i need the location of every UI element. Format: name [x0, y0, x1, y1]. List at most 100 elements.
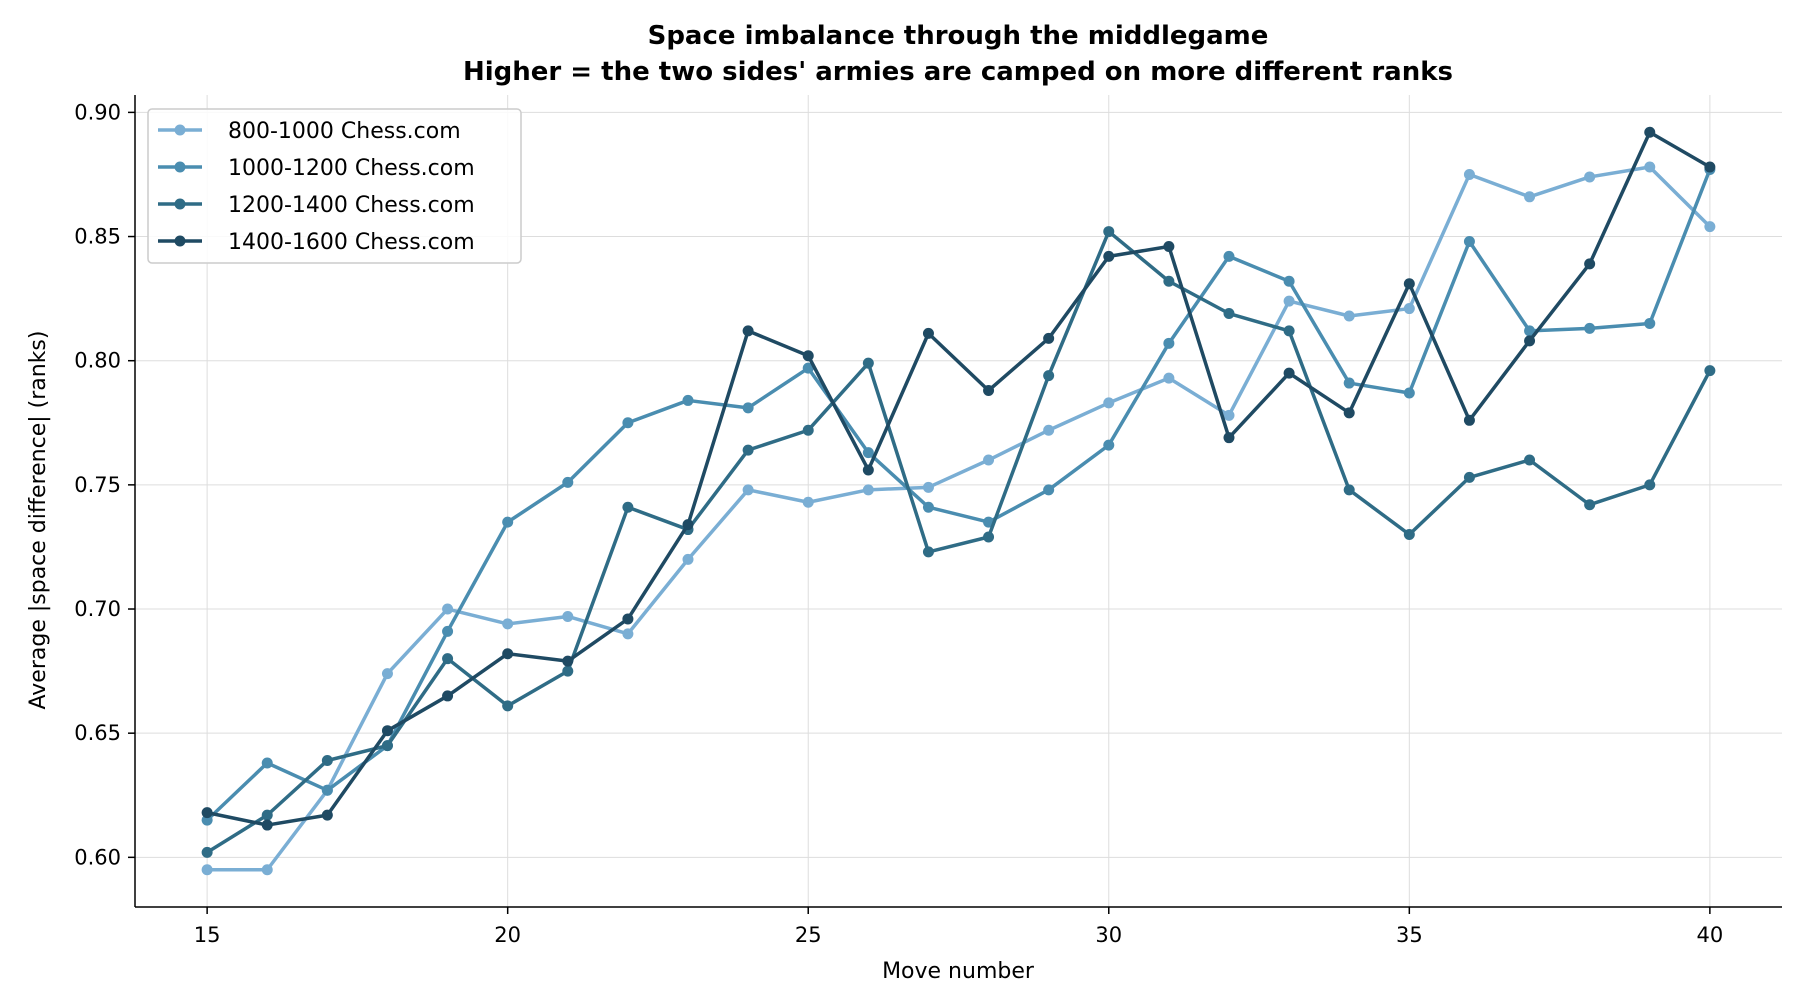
data-point [1704, 365, 1716, 377]
data-point [802, 496, 814, 508]
data-point [502, 648, 514, 660]
data-point [1524, 191, 1536, 203]
data-point [442, 653, 454, 665]
x-tick-label: 20 [494, 923, 521, 947]
data-point [381, 668, 393, 680]
legend-label: 800-1000 Chess.com [228, 119, 461, 144]
series-group [201, 126, 1716, 876]
y-tick-label: 0.90 [74, 100, 121, 124]
data-point [682, 519, 694, 531]
data-point [802, 362, 814, 374]
y-tick-label: 0.80 [74, 349, 121, 373]
legend-item: 1200-1400 Chess.com [158, 193, 475, 218]
data-point [1283, 275, 1295, 287]
data-point [1403, 529, 1415, 541]
data-point [983, 531, 995, 543]
data-point [1524, 454, 1536, 466]
series-3 [201, 226, 1716, 858]
data-point [622, 613, 634, 625]
data-point [1343, 484, 1355, 496]
data-point [682, 553, 694, 565]
data-point [201, 846, 213, 858]
y-tick-label: 0.60 [74, 845, 121, 869]
data-point [1463, 168, 1475, 180]
data-point [1584, 171, 1596, 183]
data-point [1524, 335, 1536, 347]
data-point [922, 327, 934, 339]
series-4 [201, 126, 1716, 831]
data-point [261, 809, 273, 821]
legend-label: 1400-1600 Chess.com [228, 230, 475, 255]
data-point [442, 625, 454, 637]
data-point [1403, 387, 1415, 399]
x-tick-label: 15 [194, 923, 221, 947]
series-line [205, 167, 1712, 822]
data-point [622, 628, 634, 640]
data-point [1283, 295, 1295, 307]
data-point [1163, 240, 1175, 252]
legend-box [147, 108, 522, 264]
data-point [261, 757, 273, 769]
data-point [321, 784, 333, 796]
data-point [201, 807, 213, 819]
x-axis-ticks: 15 20 25 30 35 40 [194, 907, 1723, 947]
y-axis-ticks: 0.60 0.65 0.70 0.75 0.80 0.85 0.90 [74, 100, 135, 869]
data-point [1043, 370, 1055, 382]
data-point [1163, 372, 1175, 384]
data-point [1584, 258, 1596, 270]
data-point [1343, 407, 1355, 419]
data-point [442, 603, 454, 615]
data-point [562, 610, 574, 622]
legend-swatch-marker [174, 161, 186, 173]
x-tick-label: 40 [1697, 923, 1724, 947]
series-line [205, 165, 1712, 872]
data-point [1103, 250, 1115, 262]
data-point [381, 725, 393, 737]
data-point [1463, 414, 1475, 426]
data-point [1584, 499, 1596, 511]
y-tick-label: 0.70 [74, 597, 121, 621]
data-point [321, 754, 333, 766]
data-point [321, 809, 333, 821]
data-point [922, 546, 934, 558]
data-point [502, 618, 514, 630]
y-tick-label: 0.65 [74, 721, 121, 745]
data-point [1644, 479, 1656, 491]
x-axis-label: Move number [882, 959, 1035, 984]
x-tick-label: 25 [795, 923, 822, 947]
legend-swatch-marker [174, 235, 186, 247]
data-point [983, 454, 995, 466]
data-point [802, 350, 814, 362]
data-point [1524, 325, 1536, 337]
data-point [1103, 226, 1115, 238]
data-point [1283, 325, 1295, 337]
data-point [1163, 275, 1175, 287]
data-point [1704, 161, 1716, 173]
data-point [562, 476, 574, 488]
data-point [1043, 484, 1055, 496]
legend-swatch-marker [174, 124, 186, 136]
data-point [1103, 439, 1115, 451]
data-point [862, 464, 874, 476]
data-point [1043, 424, 1055, 436]
data-point [742, 484, 754, 496]
data-point [922, 501, 934, 513]
data-point [1223, 409, 1235, 421]
data-point [1043, 332, 1055, 344]
data-point [922, 481, 934, 493]
data-point [201, 864, 213, 876]
data-point [1343, 310, 1355, 322]
data-point [983, 385, 995, 396]
data-point [742, 444, 754, 456]
data-point [1223, 432, 1235, 444]
legend-item: 1400-1600 Chess.com [158, 230, 475, 255]
data-point [502, 516, 514, 528]
data-point [1704, 221, 1716, 233]
data-point [1343, 377, 1355, 389]
x-tick-label: 30 [1095, 923, 1122, 947]
data-point [381, 740, 393, 752]
data-point [1223, 308, 1235, 320]
y-axis-label: Average |space difference| (ranks) [26, 331, 51, 710]
data-point [261, 864, 273, 876]
